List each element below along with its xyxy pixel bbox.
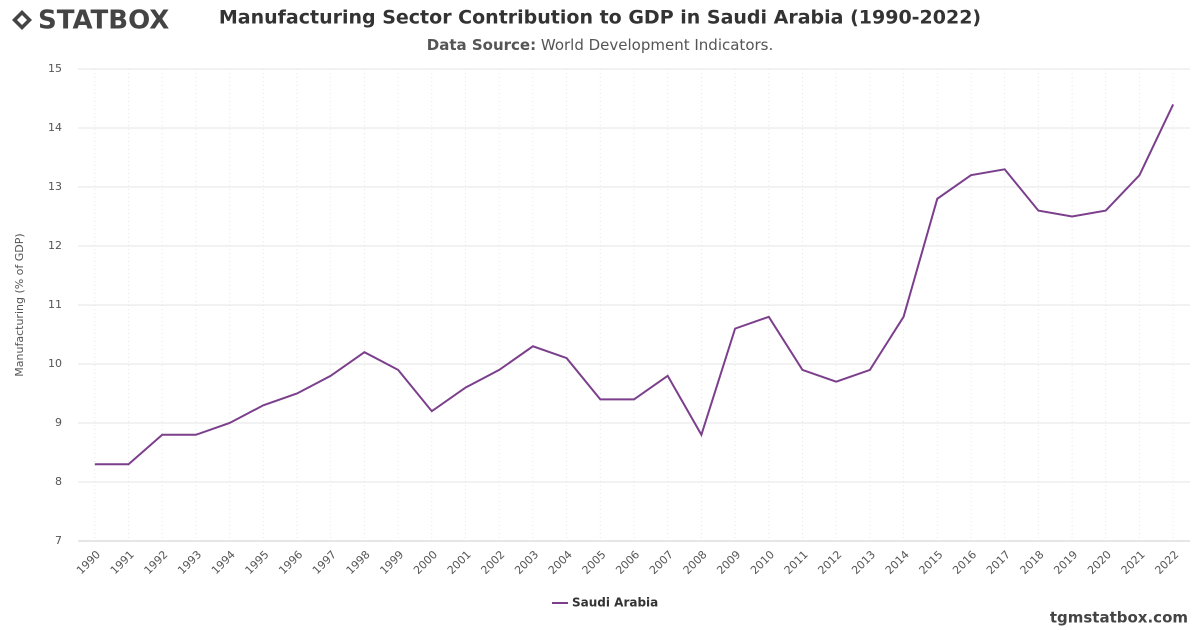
x-tick-label: 2008 (681, 548, 710, 577)
x-tick-label: 2018 (1018, 548, 1047, 577)
x-tick-label: 1998 (344, 548, 373, 577)
x-tick-label: 2012 (815, 548, 844, 577)
x-tick-label: 2001 (445, 548, 474, 577)
x-tick-label: 2022 (1152, 548, 1181, 577)
x-tick-label: 2009 (714, 548, 743, 577)
y-tick-label: 13 (48, 180, 62, 193)
x-tick-label: 1996 (276, 548, 305, 577)
x-tick-label: 2006 (613, 548, 642, 577)
subtitle-label: Data Source: (427, 36, 536, 54)
x-tick-label: 1994 (209, 548, 238, 577)
x-tick-label: 2020 (1085, 548, 1114, 577)
logo-icon-inner (17, 15, 27, 25)
y-tick-label: 8 (55, 475, 62, 488)
y-tick-label: 15 (48, 62, 62, 75)
x-tick-label: 2013 (849, 548, 878, 577)
chart-title: Manufacturing Sector Contribution to GDP… (219, 7, 981, 29)
x-tick-label: 1995 (243, 548, 272, 577)
x-tick-label: 2014 (883, 548, 912, 577)
x-tick-label: 1990 (74, 548, 103, 577)
x-tick-label: 1991 (108, 548, 137, 577)
subtitle-text: World Development Indicators. (541, 36, 773, 54)
chart-subtitle: Data Source: World Development Indicator… (427, 36, 774, 54)
x-tick-label: 2015 (917, 548, 946, 577)
x-tick-label: 1993 (175, 548, 204, 577)
x-tick-label: 1999 (377, 548, 406, 577)
footer: tgmstatbox.com (1050, 609, 1188, 627)
x-tick-label: 2021 (1119, 548, 1148, 577)
y-tick-label: 9 (55, 416, 62, 429)
x-tick-label: 2007 (647, 548, 676, 577)
logo: STATBOX (12, 6, 169, 36)
legend-label: Saudi Arabia (572, 596, 658, 610)
x-tick-label: 1992 (141, 548, 170, 577)
x-tick-label: 2017 (984, 548, 1013, 577)
y-tick-label: 10 (48, 357, 62, 370)
y-tick-label: 7 (55, 534, 62, 547)
y-tick-label: 11 (48, 298, 62, 311)
x-tick-label: 2003 (512, 548, 541, 577)
x-tick-label: 1997 (310, 548, 339, 577)
y-axis-label: Manufacturing (% of GDP) (13, 233, 26, 376)
x-tick-label: 2016 (950, 548, 979, 577)
x-tick-label: 2002 (478, 548, 507, 577)
x-tick-label: 2010 (748, 548, 777, 577)
x-tick-label: 2019 (1051, 548, 1080, 577)
line (94, 103, 1175, 466)
x-tick-label: 2011 (782, 548, 811, 577)
y-tick-label: 14 (48, 121, 62, 134)
x-tick-label: 2004 (546, 548, 575, 577)
y-tick-label: 12 (48, 239, 62, 252)
x-tick-label: 2005 (580, 548, 609, 577)
x-tick-label: 2000 (411, 548, 440, 577)
logo-text: STATBOX (38, 6, 169, 36)
